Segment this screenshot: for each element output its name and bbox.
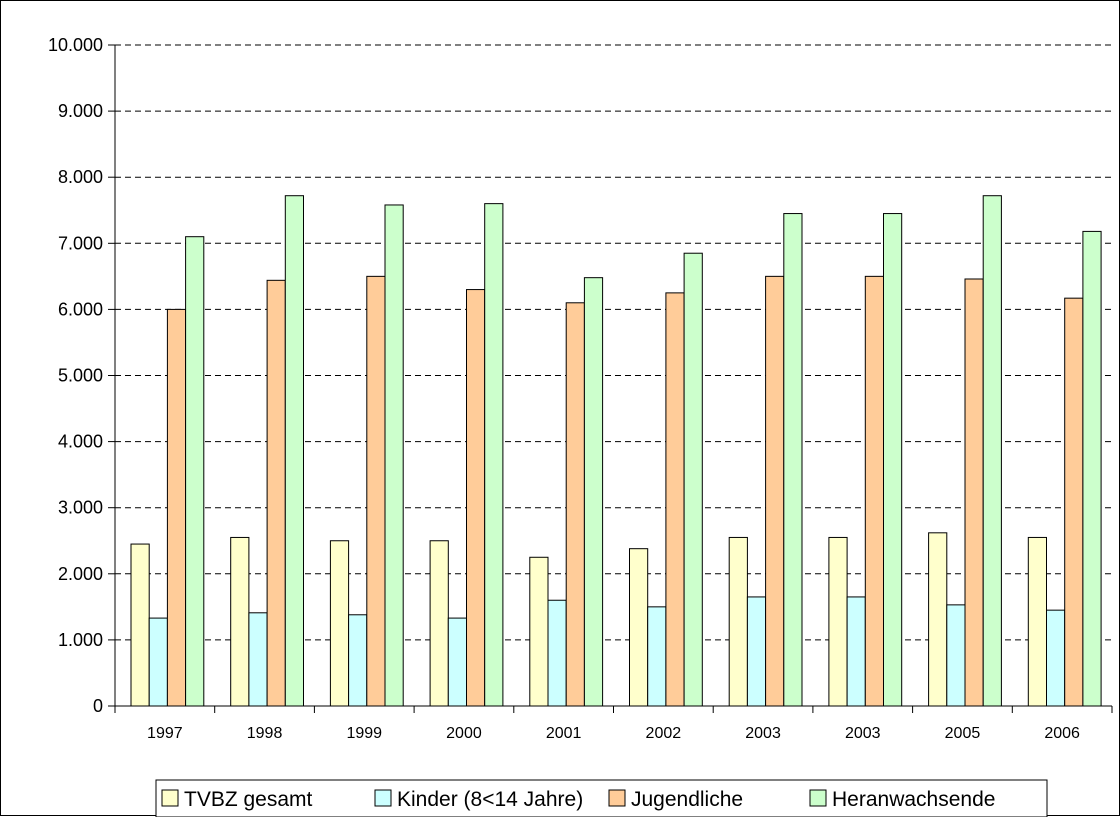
bar: [230, 536, 250, 707]
bar: [846, 596, 866, 707]
legend-swatch: [809, 789, 827, 807]
y-tick-label: 6.000: [58, 299, 103, 319]
bar: [583, 277, 604, 707]
bar: [384, 204, 404, 707]
legend-swatch: [161, 789, 179, 807]
y-tick-label: 8.000: [58, 167, 103, 187]
legend-label: TVBZ gesamt: [184, 788, 313, 811]
x-tick-label: 2003: [745, 725, 781, 742]
legend: TVBZ gesamt Kinder (8<14 Jahre) Jugendlich…: [155, 779, 1048, 817]
y-tick-label: 9.000: [58, 101, 103, 121]
legend-label: Heranwachsende: [832, 788, 995, 811]
y-tick-label: 5.000: [58, 366, 103, 386]
bar: [728, 536, 748, 707]
bar: [883, 213, 903, 707]
bar: [266, 279, 286, 707]
bar: [1046, 609, 1066, 707]
bar: [329, 540, 350, 707]
y-tick-label: 2.000: [58, 564, 103, 584]
legend-swatch: [608, 789, 626, 807]
y-tick-label: 10.000: [48, 35, 103, 55]
grid-lines: [115, 44, 1112, 641]
bars: [130, 195, 1102, 707]
y-tick-label: 4.000: [58, 432, 103, 452]
x-tick-label: 2003: [845, 725, 881, 742]
bar: [629, 548, 649, 707]
bar: [683, 252, 703, 707]
bar: [466, 289, 486, 707]
bar: [946, 604, 966, 707]
bar: [1027, 536, 1048, 707]
x-tick-label: 2006: [1044, 725, 1080, 742]
bar: [429, 540, 449, 707]
bar: [565, 302, 585, 707]
legend-box: [155, 779, 1048, 817]
x-tick-label: 1999: [346, 725, 382, 742]
x-tick-label: 2005: [945, 725, 981, 742]
x-tick-label: 2000: [446, 725, 482, 742]
legend-label: Kinder (8<14 Jahre): [397, 788, 583, 811]
bar: [665, 292, 685, 707]
bar: [185, 236, 205, 707]
y-tick-label: 0: [93, 696, 103, 716]
axes: 0 1.000 2.000 3.000 4.000 5.000 6.000 7.000 8.00…: [48, 35, 1113, 742]
bar: [348, 614, 368, 707]
legend-swatch: [374, 789, 392, 807]
x-tick-label: 2002: [646, 725, 682, 742]
bar: [982, 195, 1002, 707]
bar: [964, 278, 984, 707]
bar: [765, 275, 785, 707]
bar: [166, 308, 187, 707]
bar: [746, 596, 767, 707]
bar: [366, 275, 386, 707]
y-tick-label: 7.000: [58, 233, 103, 253]
bar: [447, 617, 467, 707]
bar: [783, 213, 803, 707]
x-tick-label: 2001: [546, 725, 582, 742]
bar: [1082, 230, 1102, 707]
bar: [130, 543, 150, 707]
bar: [1064, 297, 1084, 707]
bar: [284, 195, 304, 707]
bar: [148, 617, 168, 707]
bar: [828, 536, 848, 707]
bar: [928, 532, 948, 707]
legend-label: Jugendliche: [631, 788, 743, 811]
y-tick-label: 1.000: [58, 630, 103, 650]
bar: [547, 599, 567, 707]
x-tick-label: 1997: [147, 725, 183, 742]
bar: [864, 275, 884, 707]
bar: [248, 612, 268, 707]
bar: [484, 203, 504, 707]
x-tick-label: 1998: [247, 725, 283, 742]
bar: [647, 606, 667, 707]
y-tick-label: 3.000: [58, 498, 103, 518]
bar: [529, 556, 549, 707]
